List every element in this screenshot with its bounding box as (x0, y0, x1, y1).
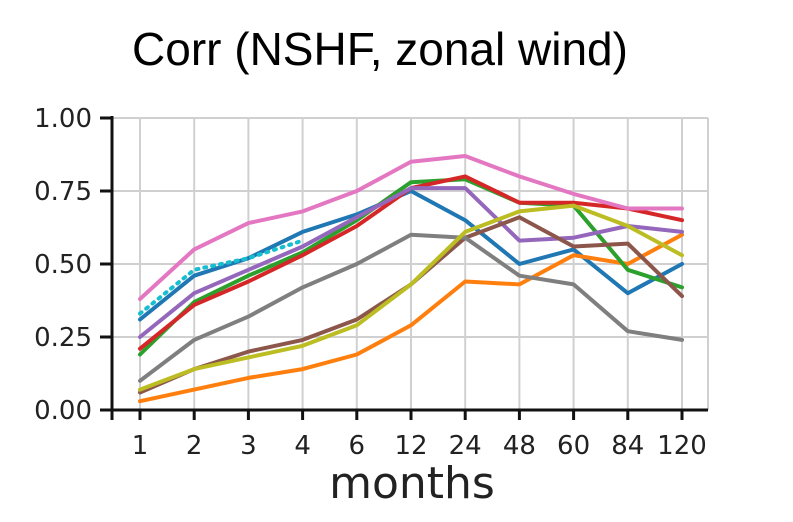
series-line-3 (138, 232, 684, 404)
x-tick-label: 120 (657, 431, 707, 461)
series-line-8 (138, 154, 684, 301)
chart-title: Corr (NSHF, zonal wind) (132, 23, 628, 75)
x-tick-label: 4 (294, 431, 311, 461)
y-tick-label: 0.75 (34, 177, 92, 207)
x-tick-label: 12 (394, 431, 427, 461)
y-tick-labels: 0.00 0.25 0.50 0.75 1.00 (34, 104, 92, 426)
series-line-2 (138, 238, 305, 316)
x-tick-label: 2 (186, 431, 203, 461)
y-tick-label: 0.25 (34, 323, 92, 353)
series-line-10 (138, 203, 684, 392)
x-tick-label: 6 (349, 431, 366, 461)
series-lines (138, 154, 684, 404)
y-tick-label: 0.00 (34, 396, 92, 426)
x-tick-label: 24 (449, 431, 482, 461)
y-tick-label: 1.00 (34, 104, 92, 134)
x-axis-label: months (329, 458, 495, 509)
series-line-4 (138, 177, 684, 357)
x-tick-label: 48 (503, 431, 536, 461)
axes (100, 116, 708, 420)
x-tick-label: 84 (611, 431, 644, 461)
series-line-6 (138, 186, 684, 339)
x-tick-label: 3 (240, 431, 257, 461)
x-tick-labels: 1 2 3 4 6 12 24 48 60 84 120 (132, 431, 707, 461)
x-tick-label: 1 (132, 431, 149, 461)
series-line-9 (138, 232, 684, 383)
x-tick-label: 60 (557, 431, 590, 461)
y-tick-label: 0.50 (34, 250, 92, 280)
